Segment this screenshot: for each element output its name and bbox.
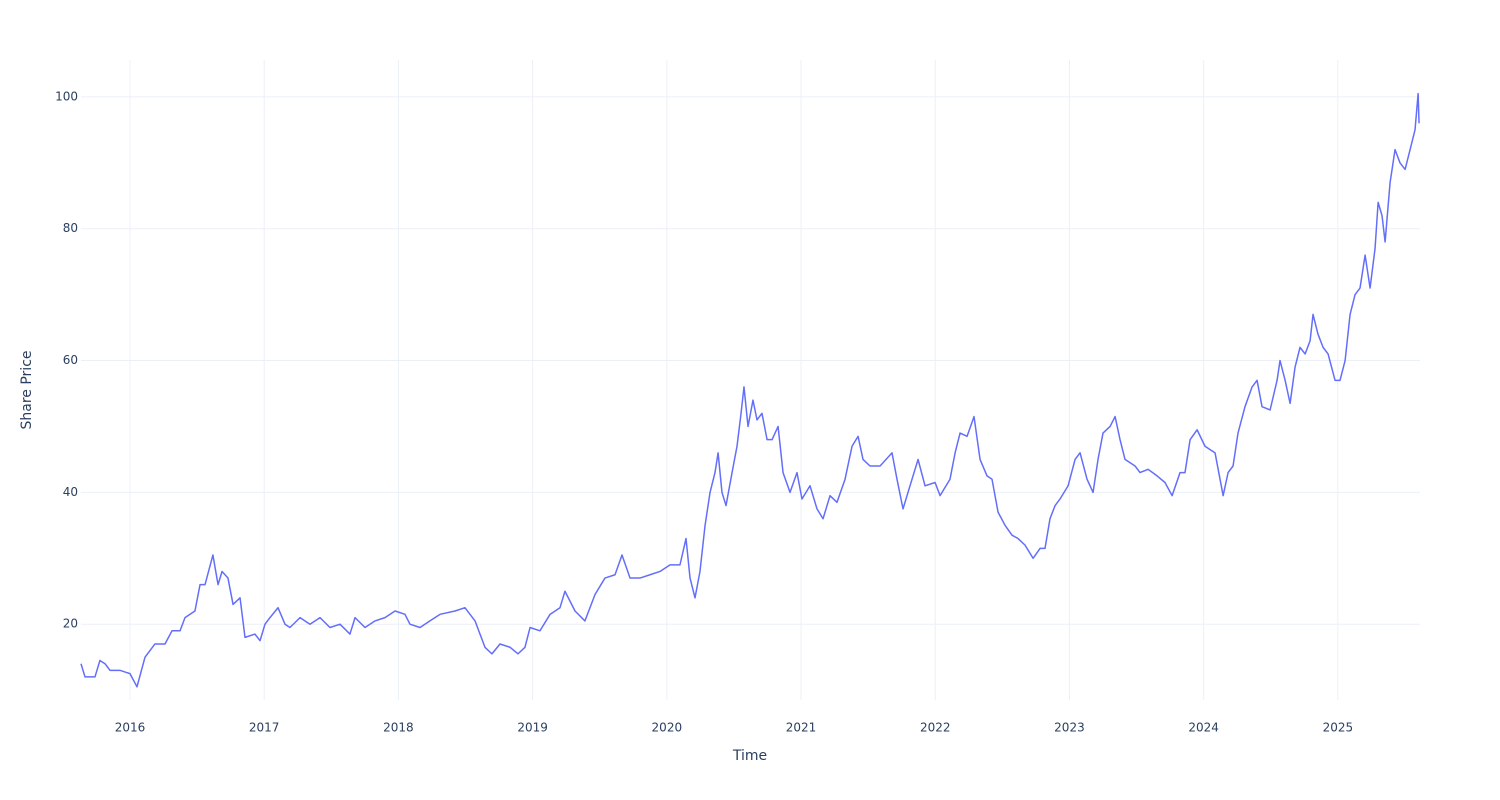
x-tick-label: 2023 [1054, 721, 1085, 735]
x-tick-label: 2025 [1323, 721, 1354, 735]
x-tick-label: 2020 [652, 721, 683, 735]
y-axis-title: Share Price [19, 350, 35, 429]
y-tick-label: 20 [63, 617, 78, 631]
y-tick-label: 80 [63, 221, 78, 235]
x-tick-label: 2019 [517, 721, 548, 735]
x-tick-label: 2018 [383, 721, 414, 735]
x-tick-label: 2022 [920, 721, 951, 735]
plot-area [80, 92, 1420, 688]
x-tick-label: 2017 [249, 721, 280, 735]
y-tick-label: 40 [63, 485, 78, 499]
grid [81, 60, 1420, 700]
y-tick-label: 60 [63, 353, 78, 367]
x-tick-label: 2024 [1188, 721, 1219, 735]
x-axis-title: Time [732, 748, 767, 764]
x-tick-label: 2016 [115, 721, 146, 735]
x-tick-label: 2021 [786, 721, 817, 735]
price-line [80, 92, 1420, 688]
y-tick-label: 100 [55, 89, 78, 103]
